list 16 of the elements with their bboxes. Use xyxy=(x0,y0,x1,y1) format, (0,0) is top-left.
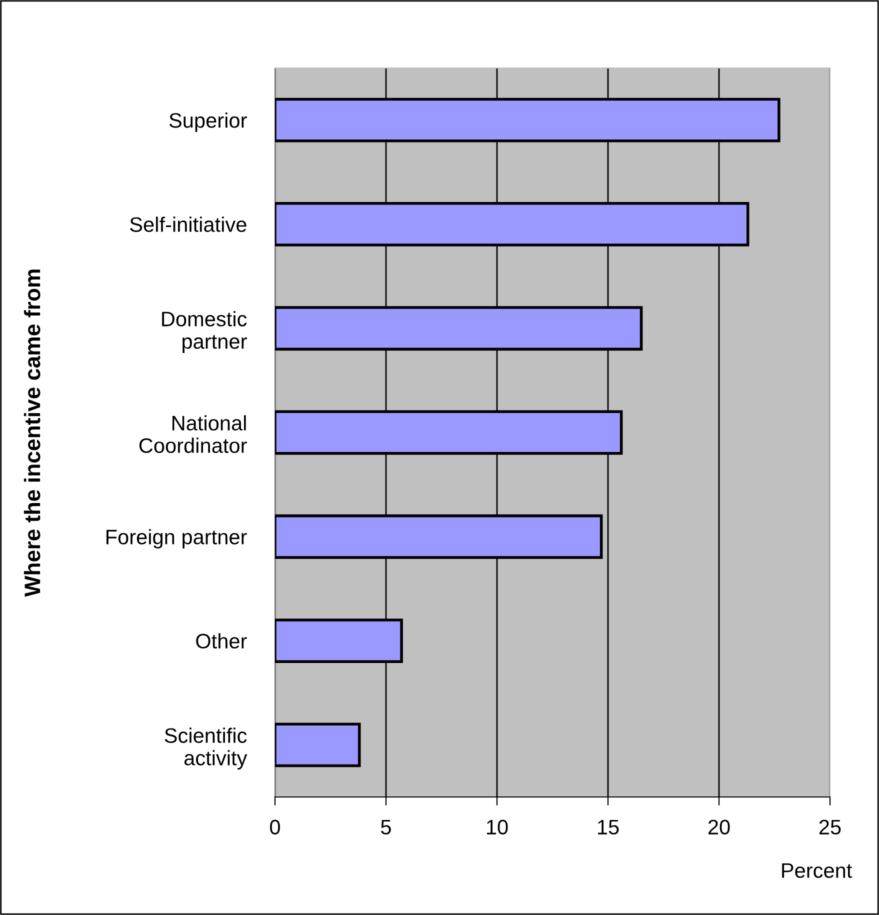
y-axis-title: Where the incentive came from xyxy=(24,270,40,597)
y-tick-label: Scientific activity xyxy=(164,728,248,770)
y-tick-label: Domestic partner xyxy=(162,311,247,353)
y-tick-label: Superior xyxy=(169,112,247,132)
y-tick-label: National Coordinator xyxy=(139,415,247,453)
x-tick-label: 0 xyxy=(270,820,280,835)
x-axis-title: Percent xyxy=(782,863,852,878)
y-tick-label: Self-initiative xyxy=(130,216,246,232)
bar xyxy=(275,722,361,768)
y-tick-label: Foreign partner xyxy=(106,529,247,549)
x-tick-label: 10 xyxy=(487,820,508,835)
x-tick-label: 5 xyxy=(381,820,391,835)
y-tick-label: Other xyxy=(196,633,247,649)
x-tick-label: 15 xyxy=(598,820,619,835)
x-tick-label: 25 xyxy=(819,820,841,835)
x-tick-label: 20 xyxy=(708,820,730,835)
